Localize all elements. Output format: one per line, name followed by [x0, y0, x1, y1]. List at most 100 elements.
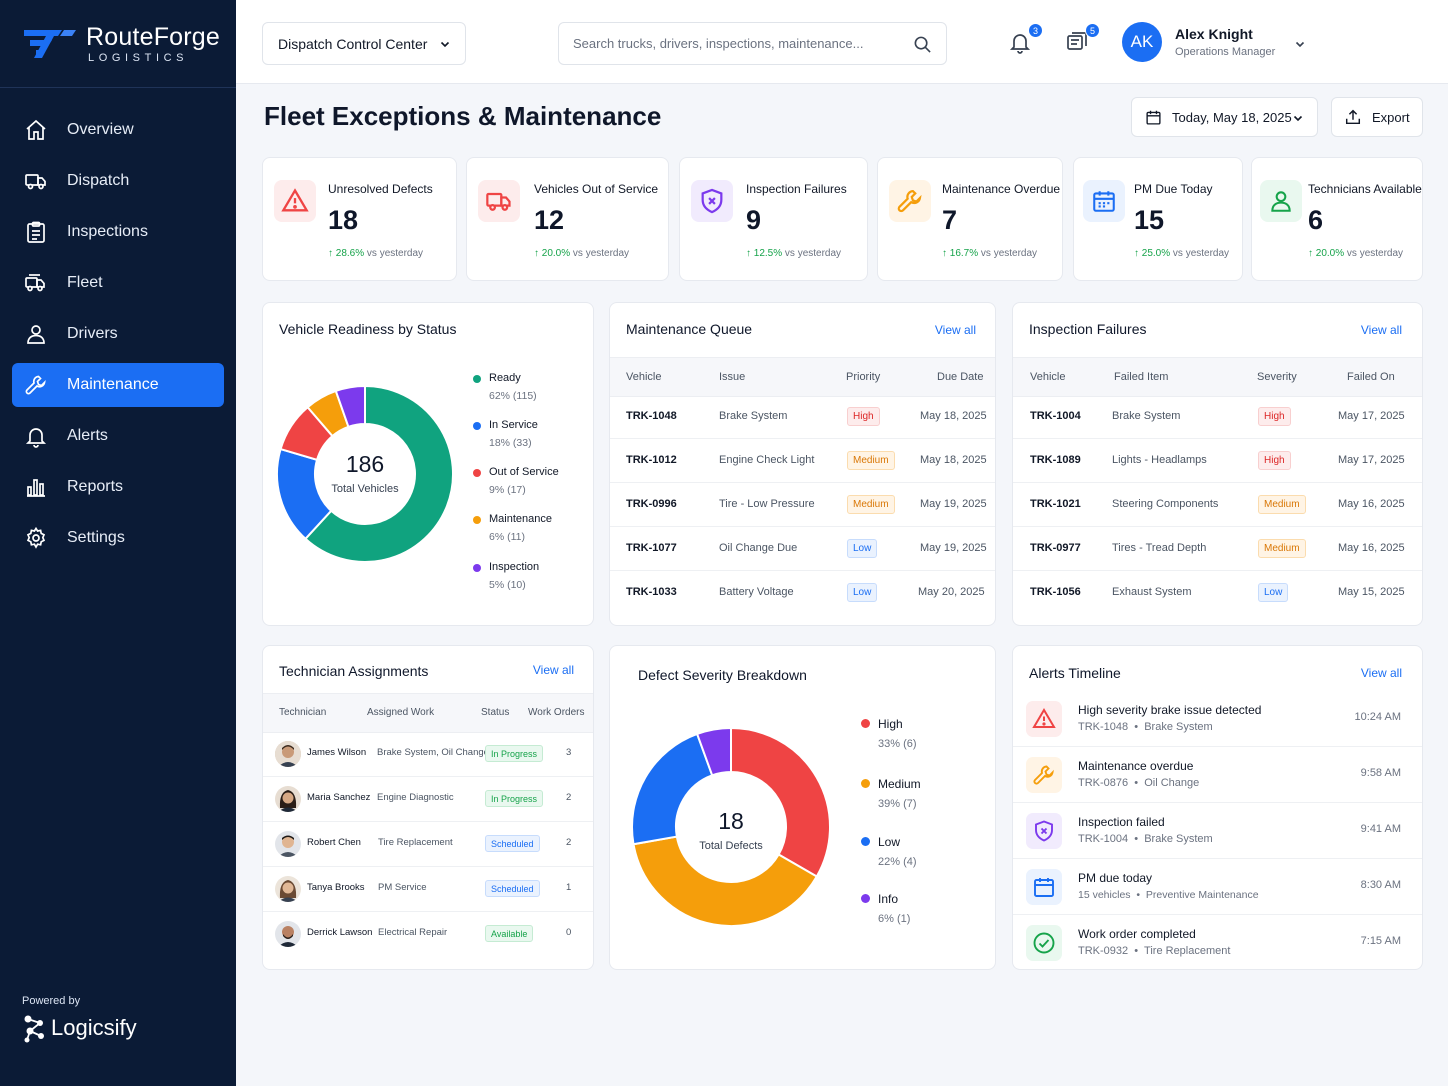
- column-header[interactable]: Vehicle: [626, 371, 662, 383]
- readiness-slice-inspection[interactable]: [334, 384, 366, 429]
- kpi-value: 18: [328, 205, 359, 235]
- kpi-card-technicians-available[interactable]: Technicians Available 6 ↑ 20.0% vs yeste…: [1251, 157, 1423, 281]
- kpi-trend-suffix: vs yesterday: [366, 248, 424, 259]
- table-row[interactable]: TRK-1012 Engine Check Light Medium May 1…: [610, 439, 995, 483]
- legend-value: 5% (10): [489, 579, 526, 591]
- severity-slice-info[interactable]: [695, 726, 732, 777]
- work-orders: 3: [566, 747, 572, 758]
- kpi-label: Unresolved Defects: [328, 182, 433, 196]
- maintenance-queue-view-all-link[interactable]: View all: [934, 323, 976, 337]
- column-header[interactable]: Due Date: [937, 371, 984, 383]
- sidebar-item-drivers[interactable]: Drivers: [12, 312, 224, 356]
- home-icon: [26, 119, 46, 140]
- sidebar-nav: Overview Dispatch Inspections Fleet Driv…: [12, 108, 224, 567]
- column-header[interactable]: Status: [481, 707, 510, 718]
- alert-subtitle: TRK-0932 • Tire Replacement: [1078, 945, 1231, 957]
- column-header[interactable]: Issue: [719, 371, 746, 383]
- table-row[interactable]: Robert Chen Tire Replacement Scheduled 2: [263, 822, 593, 867]
- alert-time: 9:58 AM: [1360, 767, 1401, 779]
- partner-name: Logicsify: [51, 1015, 137, 1040]
- table-row[interactable]: TRK-1033 Battery Voltage Low May 20, 202…: [610, 571, 995, 615]
- failed-on-date: May 17, 2025: [1338, 454, 1405, 466]
- severity-slice-low[interactable]: [631, 732, 714, 846]
- column-header[interactable]: Failed Item: [1114, 371, 1169, 383]
- alert-item[interactable]: High severity brake issue detected TRK-1…: [1013, 691, 1422, 747]
- brand-logo[interactable]: RouteForge LOGISTICS: [22, 24, 220, 64]
- column-header[interactable]: Work Orders: [528, 707, 585, 718]
- legend-label: Medium: [878, 777, 921, 791]
- column-header[interactable]: Priority: [846, 371, 881, 383]
- sidebar-item-reports[interactable]: Reports: [12, 465, 224, 509]
- export-button[interactable]: Export: [1331, 97, 1423, 137]
- wrench-icon: [25, 375, 46, 395]
- failed-item: Exhaust System: [1112, 586, 1192, 598]
- table-row[interactable]: TRK-1056 Exhaust System Low May 15, 2025: [1013, 571, 1422, 615]
- sidebar-item-fleet[interactable]: Fleet: [12, 261, 224, 305]
- table-row[interactable]: TRK-1004 Brake System High May 17, 2025: [1013, 395, 1422, 439]
- alert-title: High severity brake issue detected: [1078, 703, 1262, 717]
- table-row[interactable]: TRK-0996 Tire - Low Pressure Medium May …: [610, 483, 995, 527]
- column-header[interactable]: Vehicle: [1030, 371, 1066, 383]
- kpi-card-maintenance-overdue[interactable]: Maintenance Overdue 7 ↑ 16.7% vs yesterd…: [877, 157, 1063, 281]
- table-row[interactable]: TRK-1089 Lights - Headlamps High May 17,…: [1013, 439, 1422, 483]
- kpi-icon-wrap: [1083, 180, 1125, 222]
- column-header[interactable]: Severity: [1257, 371, 1297, 383]
- table-row[interactable]: TRK-1077 Oil Change Due Low May 19, 2025: [610, 527, 995, 571]
- kpi-card-inspection-failures[interactable]: Inspection Failures 9 ↑ 12.5% vs yesterd…: [679, 157, 868, 281]
- table-row[interactable]: Tanya Brooks PM Service Scheduled 1: [263, 867, 593, 912]
- legend-dot-out-of-service: [473, 469, 481, 477]
- severity-slice-medium[interactable]: [632, 835, 819, 927]
- sidebar-item-alerts[interactable]: Alerts: [12, 414, 224, 458]
- column-header[interactable]: Assigned Work: [367, 707, 435, 718]
- notifications-button[interactable]: 3: [1008, 23, 1043, 56]
- shield-x-icon: [701, 188, 723, 214]
- sidebar-item-maintenance[interactable]: Maintenance: [12, 363, 224, 407]
- user-menu[interactable]: AK Alex Knight Operations Manager: [1122, 22, 1305, 62]
- kpi-card-pm-due-today[interactable]: PM Due Today 15 ↑ 25.0% vs yesterday: [1073, 157, 1243, 281]
- sidebar-item-label: Drivers: [67, 325, 118, 342]
- dispatch-center-value: Dispatch Control Center: [278, 35, 428, 52]
- search-icon[interactable]: [913, 35, 932, 54]
- technicians-view-all-link[interactable]: View all: [532, 663, 574, 677]
- column-header[interactable]: Failed On: [1347, 371, 1395, 383]
- date-picker-button[interactable]: Today, May 18, 2025: [1131, 97, 1318, 137]
- alert-item[interactable]: Work order completed TRK-0932 • Tire Rep…: [1013, 915, 1422, 969]
- column-header[interactable]: Technician: [279, 707, 327, 718]
- legend-value: 9% (17): [489, 484, 526, 496]
- kpi-icon-wrap: [889, 180, 931, 222]
- table-row[interactable]: Maria Sanchez Engine Diagnostic In Progr…: [263, 777, 593, 822]
- dispatch-center-select[interactable]: Dispatch Control Center: [262, 22, 466, 65]
- alert-detail: Tire Replacement: [1144, 945, 1231, 957]
- severity-slice-high[interactable]: [730, 726, 831, 878]
- sidebar-item-settings[interactable]: Settings: [12, 516, 224, 560]
- table-row[interactable]: TRK-0977 Tires - Tread Depth Medium May …: [1013, 527, 1422, 571]
- kpi-card-unresolved-defects[interactable]: Unresolved Defects 18 ↑ 28.6% vs yesterd…: [262, 157, 457, 281]
- vehicle-id: TRK-0996: [626, 498, 677, 510]
- table-header: Technician Assigned Work Status Work Ord…: [263, 693, 593, 733]
- sidebar-item-overview[interactable]: Overview: [12, 108, 224, 152]
- readiness-slice-ready[interactable]: [304, 384, 454, 563]
- messages-button[interactable]: 5: [1065, 23, 1100, 56]
- card-title: Inspection Failures: [1029, 321, 1147, 337]
- inspection-failures-view-all-link[interactable]: View all: [1360, 323, 1402, 337]
- kpi-card-vehicles-out-of-service[interactable]: Vehicles Out of Service 12 ↑ 20.0% vs ye…: [466, 157, 669, 281]
- sidebar-item-dispatch[interactable]: Dispatch: [12, 159, 224, 203]
- table-row[interactable]: Derrick Lawson Electrical Repair Availab…: [263, 912, 593, 957]
- alert-icon-wrap: [1026, 925, 1062, 961]
- work-orders: 2: [566, 792, 572, 803]
- sidebar-item-inspections[interactable]: Inspections: [12, 210, 224, 254]
- kpi-trend: ↑ 12.5% vs yesterday: [746, 248, 842, 259]
- technician-name: Robert Chen: [307, 837, 361, 848]
- table-row[interactable]: TRK-1021 Steering Components Medium May …: [1013, 483, 1422, 527]
- table-row[interactable]: TRK-1048 Brake System High May 18, 2025: [610, 395, 995, 439]
- alerts-view-all-link[interactable]: View all: [1360, 666, 1402, 680]
- search-input[interactable]: [573, 23, 903, 64]
- alert-item[interactable]: Inspection failed TRK-1004 • Brake Syste…: [1013, 803, 1422, 859]
- alert-item[interactable]: Maintenance overdue TRK-0876 • Oil Chang…: [1013, 747, 1422, 803]
- table-row[interactable]: James Wilson Brake System, Oil Change In…: [263, 732, 593, 777]
- kpi-trend-suffix: vs yesterday: [1172, 248, 1230, 259]
- upload-icon: [1345, 109, 1361, 125]
- kpi-icon-wrap: [691, 180, 733, 222]
- alert-item[interactable]: PM due today 15 vehicles • Preventive Ma…: [1013, 859, 1422, 915]
- alert-subject: TRK-1048: [1078, 721, 1129, 733]
